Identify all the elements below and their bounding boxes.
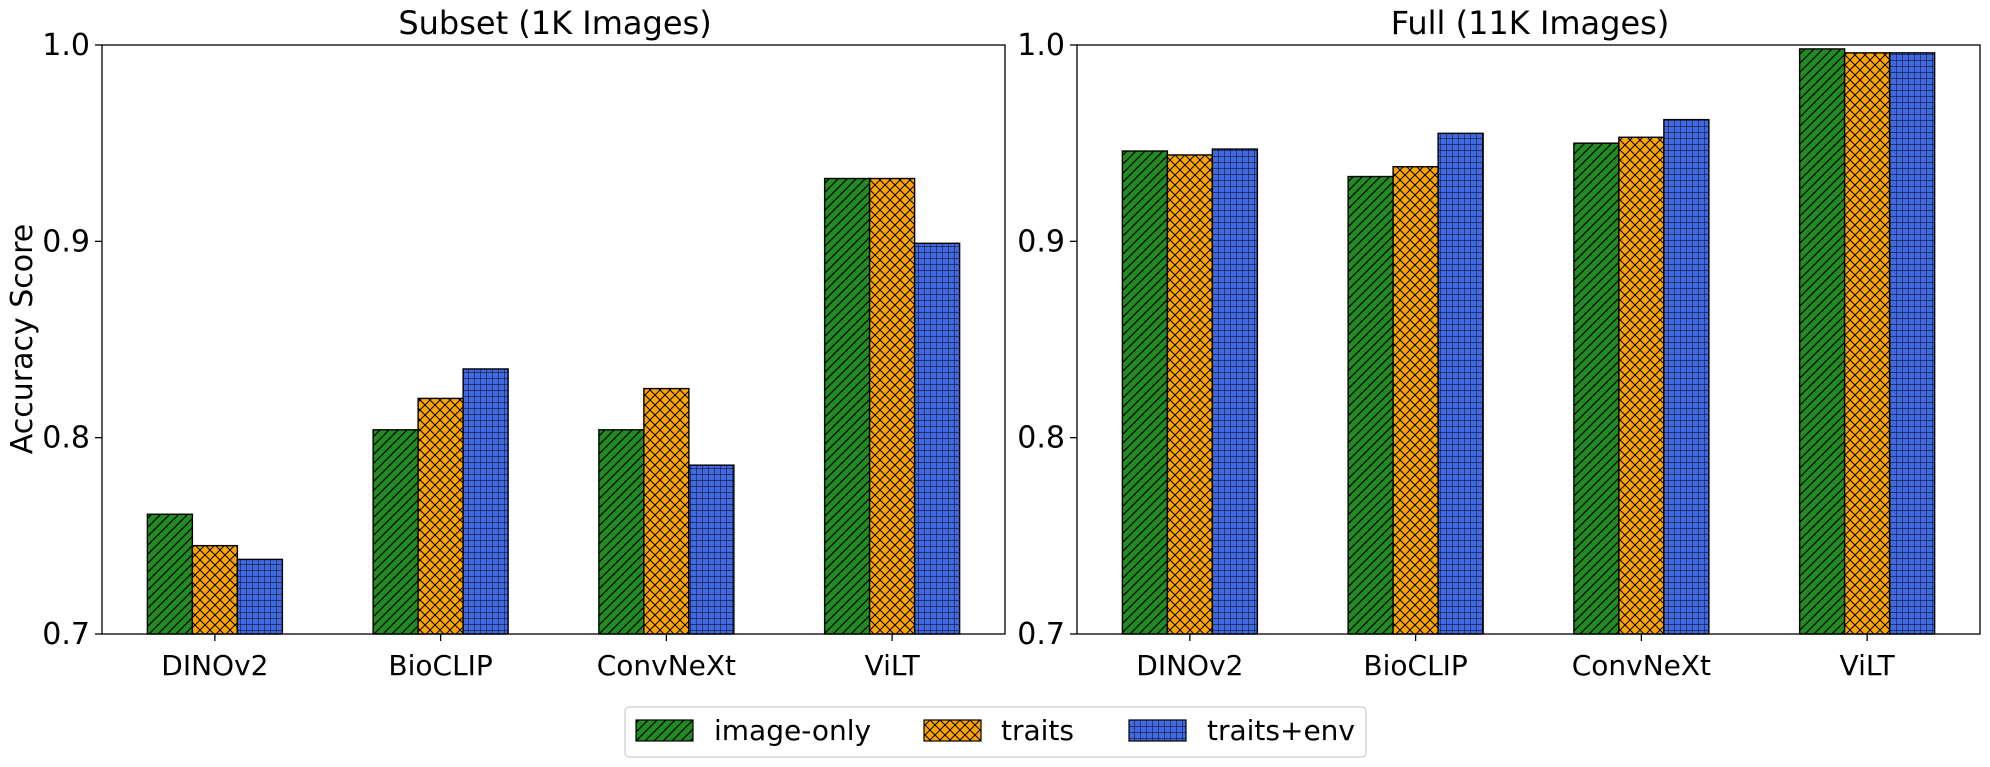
- chart-title-full: Full (11K Images): [1391, 4, 1670, 42]
- bar-convnext-traits: [1618, 136, 1665, 635]
- x-tick-label-bioclip: BioCLIP: [388, 649, 492, 682]
- y-tick-label: 0.8: [42, 421, 90, 456]
- bar-vilt-image-only: [1798, 48, 1846, 635]
- x-tick-label-vilt: ViLT: [865, 649, 921, 682]
- bar-bioclip-traits: [417, 397, 464, 635]
- bar-dinov2-image-only: [146, 513, 194, 635]
- chart-panel-subset: Subset (1K Images) Accuracy Score DINOv2…: [5, 4, 1006, 682]
- legend-item-image-only: image-only: [635, 714, 871, 747]
- plot-area-subset: DINOv2 BioCLIP ConvNeXt ViLT 0.7 0.8 0.9 1.0: [42, 28, 1006, 682]
- bar-bioclip-image-only: [1347, 175, 1394, 635]
- y-axis-label: Accuracy Score: [5, 224, 40, 455]
- x-tick-label-vilt: ViLT: [1840, 649, 1896, 682]
- legend-swatch-traits: [923, 719, 982, 742]
- plot-frame: [101, 44, 1006, 635]
- legend-swatch-traits-env: [1128, 719, 1187, 742]
- bar-convnext-traits-env: [1663, 118, 1710, 635]
- plot-frame: [1076, 44, 1981, 635]
- bar-convnext-image-only: [598, 429, 645, 635]
- bar-dinov2-image-only: [1121, 150, 1169, 635]
- bar-dinov2-traits-env: [236, 558, 284, 635]
- bar-bioclip-image-only: [372, 429, 419, 635]
- x-tick-label-convnext: ConvNeXt: [1572, 649, 1711, 682]
- x-tick-label-convnext: ConvNeXt: [597, 649, 736, 682]
- bar-convnext-image-only: [1573, 142, 1620, 635]
- x-tick-label-bioclip: BioCLIP: [1363, 649, 1467, 682]
- bar-vilt-traits-env: [1888, 52, 1936, 635]
- y-tick-label: 0.7: [42, 617, 90, 652]
- bar-convnext-traits: [643, 387, 690, 635]
- bar-bioclip-traits: [1392, 166, 1439, 635]
- legend-label-image-only: image-only: [714, 714, 871, 747]
- bar-bioclip-traits-env: [462, 368, 509, 635]
- plot-area-full: DINOv2 BioCLIP ConvNeXt ViLT 0.7 0.8 0.9 1.0: [1017, 28, 1981, 682]
- legend-label-traits-env: traits+env: [1207, 714, 1355, 747]
- y-tick-label: 0.7: [1017, 617, 1065, 652]
- y-tick-label: 1.0: [1017, 28, 1065, 63]
- bar-vilt-traits-env: [913, 242, 961, 635]
- chart-title-subset: Subset (1K Images): [398, 4, 711, 42]
- y-tick-label: 0.8: [1017, 421, 1065, 456]
- y-tick-label: 0.9: [42, 224, 90, 259]
- x-tick-label-dinov2: DINOv2: [1136, 649, 1243, 682]
- bar-vilt-traits: [868, 177, 916, 635]
- bar-vilt-image-only: [823, 177, 871, 635]
- y-tick-label: 1.0: [42, 28, 90, 63]
- bar-dinov2-traits: [191, 544, 239, 635]
- bar-dinov2-traits-env: [1211, 148, 1259, 635]
- legend-item-traits-env: traits+env: [1128, 714, 1355, 747]
- legend-label-traits: traits: [1001, 714, 1074, 747]
- bar-convnext-traits-env: [688, 464, 735, 635]
- x-tick-label-dinov2: DINOv2: [161, 649, 268, 682]
- bar-vilt-traits: [1843, 52, 1891, 635]
- legend: image-only traits traits+env: [624, 706, 1367, 758]
- bar-bioclip-traits-env: [1437, 132, 1484, 635]
- legend-swatch-image-only: [635, 719, 694, 742]
- y-tick-label: 0.9: [1017, 224, 1065, 259]
- chart-panel-full: Full (11K Images) DINOv2 BioCLIP ConvNeXt V…: [1017, 4, 1981, 682]
- bar-dinov2-traits: [1166, 154, 1214, 635]
- legend-item-traits: traits: [923, 714, 1074, 747]
